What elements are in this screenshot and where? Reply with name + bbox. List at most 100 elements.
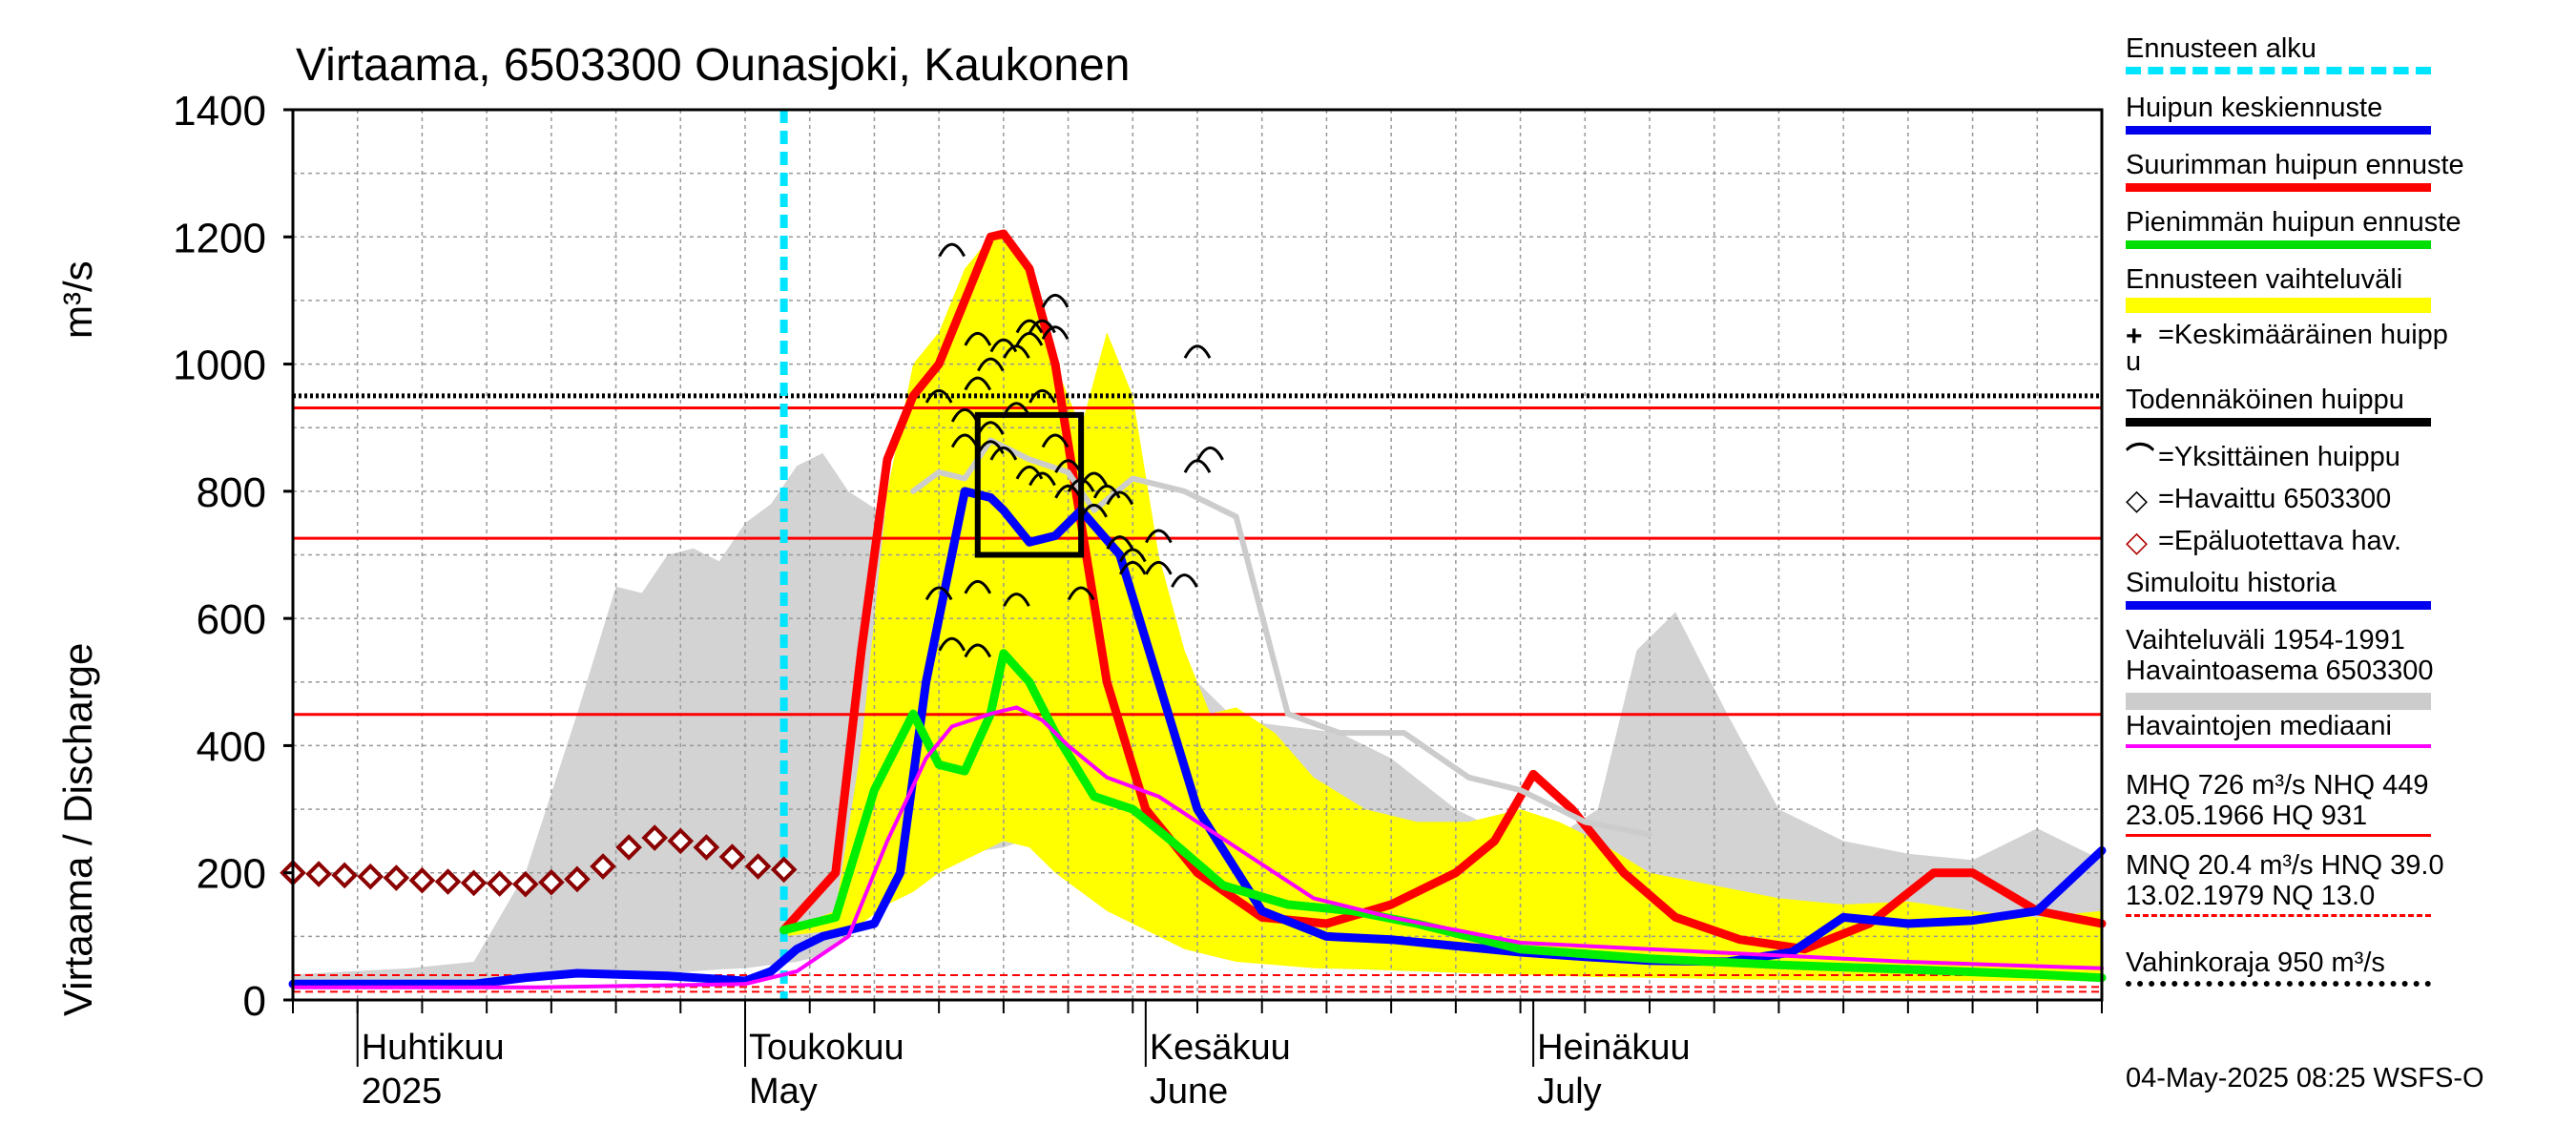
month-label-fi: Kesäkuu bbox=[1150, 1028, 1291, 1068]
series-line-suurimman-huipun-ennuste bbox=[779, 229, 2107, 954]
legend-swatch bbox=[2126, 67, 2431, 74]
unreliable-observation-marker bbox=[434, 868, 462, 895]
legend-label: Ennusteen vaihteluväli bbox=[2126, 264, 2403, 295]
legend-swatch bbox=[2126, 183, 2431, 192]
unreliable-observation-marker bbox=[744, 853, 772, 880]
legend-label: =Keskimääräinen huipp bbox=[2158, 320, 2448, 350]
individual-peak-marker bbox=[1171, 573, 1198, 588]
individual-peak-marker bbox=[938, 242, 966, 258]
individual-peak-marker bbox=[1015, 319, 1044, 334]
legend-label: MNQ 20.4 m³/s HNQ 39.0 bbox=[2126, 850, 2444, 881]
timestamp: 04-May-2025 08:25 WSFS-O bbox=[2126, 1063, 2484, 1093]
legend-swatch bbox=[2126, 981, 2431, 987]
series-line-havaintojen-mediaani bbox=[291, 705, 2104, 989]
unreliable-observation-marker bbox=[538, 868, 565, 896]
y-tick-label: 800 bbox=[197, 469, 266, 516]
legend-label: =Yksittäinen huippu bbox=[2158, 442, 2400, 472]
legend-swatch bbox=[2126, 601, 2431, 610]
individual-peak-marker bbox=[1145, 529, 1173, 544]
legend-label: Vaihteluväli 1954-1991 bbox=[2126, 625, 2405, 656]
unreliable-observation-marker bbox=[511, 870, 539, 898]
unreliable-observation-marker bbox=[357, 863, 384, 890]
unreliable-observation-marker bbox=[408, 866, 436, 894]
y-axis-label: Virtaama / Discharge bbox=[55, 643, 100, 1016]
diamond-icon: ◇ bbox=[2126, 485, 2149, 516]
legend-label: =Epäluotettava hav. bbox=[2158, 526, 2402, 556]
legend-label: u bbox=[2126, 346, 2142, 377]
y-tick-label: 400 bbox=[197, 723, 266, 770]
unreliable-observation-marker bbox=[641, 824, 669, 851]
legend-label: MHQ 726 m³/s NHQ 449 bbox=[2126, 770, 2429, 801]
legend-label: Pienimmän huipun ennuste bbox=[2126, 207, 2462, 238]
y-tick-label: 600 bbox=[197, 596, 266, 643]
month-label-en: May bbox=[749, 1072, 818, 1112]
legend-label: Todennäköinen huippu bbox=[2126, 385, 2404, 415]
diamond-red-icon: ◇ bbox=[2126, 527, 2149, 558]
legend-label: Ennusteen alku bbox=[2126, 33, 2316, 64]
legend-swatch bbox=[2126, 240, 2431, 249]
legend-label: Havaintoasema 6503300 bbox=[2126, 656, 2434, 686]
month-label-fi: Toukokuu bbox=[749, 1028, 904, 1068]
unreliable-observation-marker bbox=[615, 834, 642, 861]
individual-peak-marker bbox=[989, 446, 1018, 461]
arc-icon: ⌒ bbox=[2126, 443, 2154, 474]
legend-label: Vahinkoraja 950 m³/s bbox=[2126, 947, 2385, 978]
individual-peak-marker bbox=[964, 376, 992, 391]
individual-peak-marker bbox=[964, 579, 992, 594]
legend-label: Simuloitu historia bbox=[2126, 568, 2337, 598]
month-label-en: July bbox=[1537, 1072, 1602, 1112]
individual-peak-marker bbox=[1118, 548, 1147, 563]
month-label-fi: Huhtikuu bbox=[362, 1028, 505, 1068]
unreliable-observation-marker bbox=[460, 869, 488, 897]
legend-label: =Havaittu 6503300 bbox=[2158, 484, 2392, 514]
individual-peak-marker bbox=[1041, 325, 1070, 340]
chart-title: Virtaama, 6503300 Ounasjoki, Kaukonen bbox=[296, 40, 1130, 91]
month-label-en: June bbox=[1150, 1072, 1228, 1112]
y-tick-label: 200 bbox=[197, 851, 266, 898]
legend-swatch bbox=[2126, 418, 2431, 427]
individual-peak-marker bbox=[1003, 593, 1030, 607]
legend-swatch bbox=[2126, 834, 2431, 837]
unreliable-observation-marker bbox=[564, 865, 591, 893]
individual-peak-marker bbox=[1145, 560, 1173, 575]
individual-peak-marker bbox=[1003, 402, 1030, 416]
legend-swatch bbox=[2126, 126, 2431, 135]
y-tick-label: 1200 bbox=[173, 215, 266, 261]
individual-peak-marker bbox=[938, 636, 966, 652]
unreliable-observation-marker bbox=[331, 862, 358, 889]
legend-swatch bbox=[2126, 744, 2431, 748]
individual-peak-marker bbox=[924, 586, 953, 601]
individual-peak-marker bbox=[1041, 293, 1070, 308]
individual-peak-marker bbox=[1067, 586, 1095, 601]
unreliable-observation-marker bbox=[590, 853, 616, 880]
legend-label: Havaintojen mediaani bbox=[2126, 711, 2392, 741]
individual-peak-marker bbox=[1106, 535, 1134, 550]
mean-peak-box bbox=[974, 411, 1085, 558]
y-axis-unit: m³/s bbox=[55, 260, 100, 339]
individual-peak-marker bbox=[1041, 433, 1070, 448]
individual-peak-marker bbox=[1196, 446, 1224, 461]
y-tick-label: 1000 bbox=[173, 343, 266, 389]
individual-peak-marker bbox=[976, 357, 1005, 372]
plus-icon: + bbox=[2126, 321, 2143, 352]
month-label-fi: Heinäkuu bbox=[1537, 1028, 1691, 1068]
legend-label: Huipun keskiennuste bbox=[2126, 93, 2383, 123]
unreliable-observation-marker bbox=[693, 834, 720, 861]
month-label-en: 2025 bbox=[362, 1072, 443, 1112]
individual-peak-marker bbox=[1183, 459, 1212, 473]
individual-peak-marker bbox=[1003, 344, 1030, 359]
unreliable-observation-marker bbox=[383, 864, 410, 891]
y-tick-label: 0 bbox=[243, 978, 266, 1025]
individual-peak-marker bbox=[964, 331, 992, 346]
series-line-todenn-k-inen-huippu bbox=[910, 437, 1652, 838]
forecast-range-band bbox=[783, 230, 2102, 982]
individual-peak-marker bbox=[1118, 560, 1147, 575]
legend-swatch bbox=[2126, 693, 2431, 710]
unreliable-observation-marker bbox=[770, 856, 798, 884]
legend-label: Suurimman huipun ennuste bbox=[2126, 150, 2464, 180]
series-line-pienimm-n-huipun-ennuste bbox=[779, 649, 2107, 983]
individual-peak-marker bbox=[1028, 388, 1056, 404]
individual-peak-marker bbox=[1106, 490, 1134, 506]
unreliable-observation-marker bbox=[667, 827, 695, 855]
